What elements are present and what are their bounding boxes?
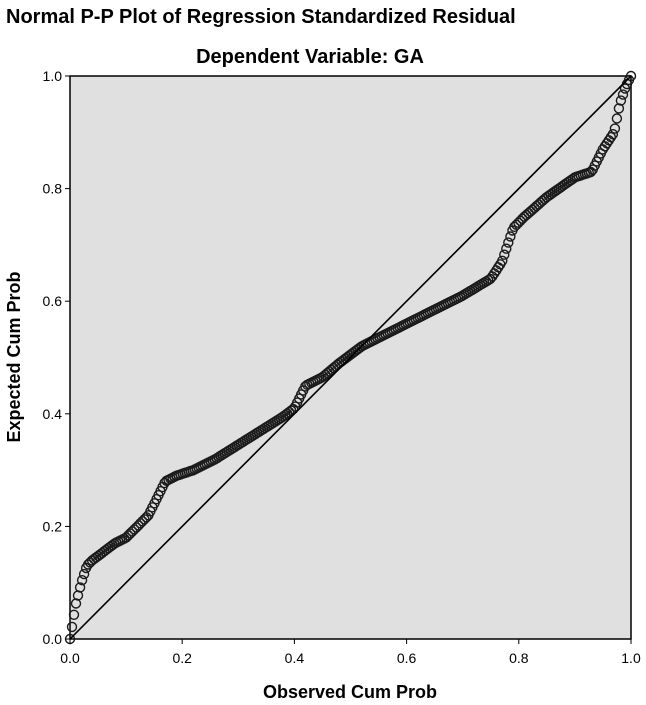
data-point (611, 113, 623, 124)
data-points (64, 70, 637, 645)
x-tick-label: 1.0 (621, 650, 641, 666)
data-point (605, 131, 617, 143)
x-tick-label: 0.8 (509, 650, 529, 666)
y-tick-label: 0.2 (43, 518, 63, 534)
x-tick-label: 0.4 (285, 650, 305, 666)
x-tick-label: 0.6 (397, 650, 417, 666)
y-tick-label: 0.0 (43, 631, 63, 647)
data-point (617, 89, 629, 100)
data-point (505, 231, 516, 242)
data-point (497, 255, 508, 266)
y-tick-label: 0.6 (43, 293, 63, 309)
data-point (625, 70, 637, 82)
data-point (607, 128, 619, 140)
y-axis-label: Expected Cum Prob (4, 271, 24, 442)
data-point (74, 582, 86, 593)
data-point (499, 249, 510, 260)
y-axis: 0.0 0.2 0.4 0.6 0.8 1.0 (43, 68, 70, 647)
data-point (613, 103, 625, 114)
data-point (503, 237, 514, 248)
reference-line (69, 75, 632, 640)
y-tick-label: 0.8 (43, 181, 63, 197)
data-point (68, 609, 80, 620)
x-axis: 0.0 0.2 0.4 0.6 0.8 1.0 (60, 639, 641, 666)
x-axis-label: Observed Cum Prob (263, 682, 437, 702)
data-point (501, 243, 512, 254)
data-point (609, 123, 621, 134)
data-point (66, 621, 78, 633)
data-point (615, 95, 627, 106)
x-tick-label: 0.0 (60, 650, 80, 666)
data-point (78, 568, 90, 580)
chart-title: Normal P-P Plot of Regression Standardiz… (6, 6, 516, 28)
x-tick-label: 0.2 (172, 650, 192, 666)
y-tick-label: 0.4 (43, 406, 63, 422)
chart-subtitle: Dependent Variable: GA (196, 46, 424, 68)
y-tick-label: 1.0 (43, 68, 63, 84)
data-point (76, 575, 88, 586)
